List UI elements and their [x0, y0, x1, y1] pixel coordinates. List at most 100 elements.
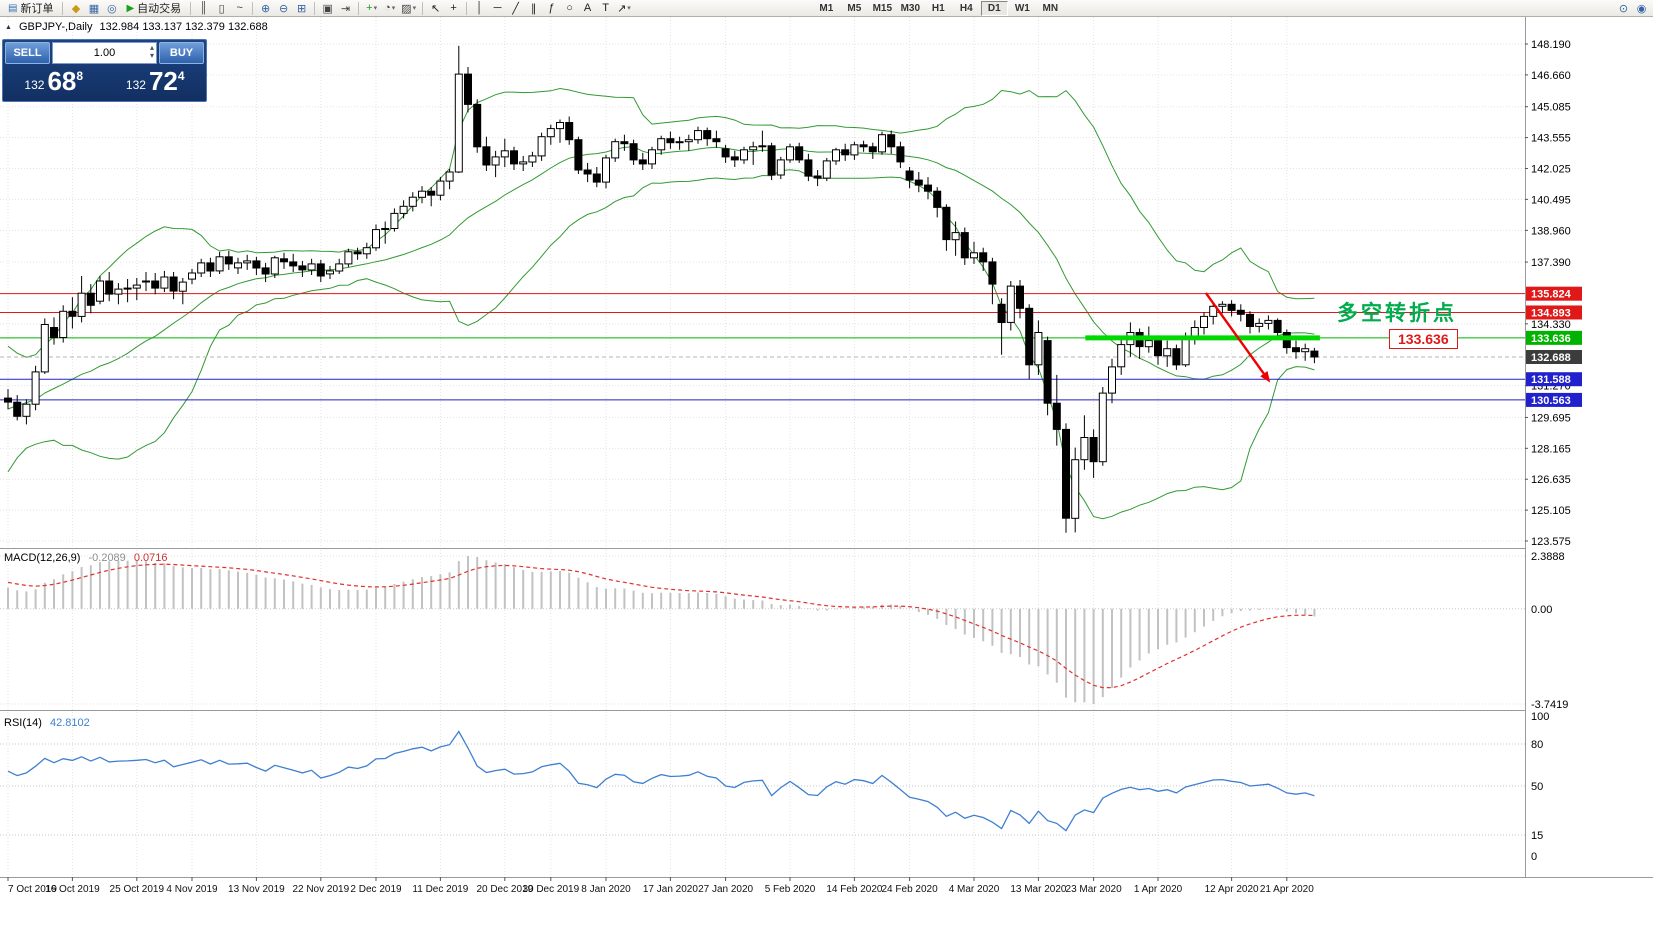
candle-body [316, 263, 325, 277]
candle-body [749, 146, 758, 151]
pivot-price-label[interactable]: 133.636 [1389, 329, 1458, 349]
trendline-icon[interactable]: ╱ [507, 1, 524, 16]
candle-body [1144, 340, 1153, 348]
rsi-value: 42.8102 [49, 717, 90, 729]
sell-arrow[interactable] [1204, 292, 1265, 375]
buy-button[interactable]: BUY [159, 42, 204, 64]
candle-body [638, 159, 647, 165]
price-line-label [1526, 349, 1582, 364]
timeframe-h4[interactable]: H4 [953, 1, 980, 16]
timeframe-m5[interactable]: M5 [841, 1, 868, 16]
candle-body [4, 397, 12, 403]
candlestick-chart-icon: ▯ [218, 2, 225, 15]
price-line-label [1526, 330, 1582, 345]
price-axis[interactable] [1525, 17, 1653, 877]
buy-price-display[interactable]: 132 72 4 [105, 65, 207, 99]
bar-chart-icon[interactable]: ║ [195, 1, 212, 16]
periods-icon[interactable]: ◔ ▾ [381, 1, 398, 16]
sell-price-pips: 68 [47, 66, 77, 96]
candle-body [482, 146, 491, 166]
channel-icon[interactable]: ∥ [525, 1, 542, 16]
svg-text:-3.7419: -3.7419 [1531, 699, 1568, 711]
crosshair-icon[interactable]: + [445, 1, 462, 16]
date-label: 17 Jan 2020 [643, 884, 698, 895]
market-watch-icon[interactable]: ◆ [67, 1, 84, 16]
timeframe-m15[interactable]: M15 [869, 1, 896, 16]
timeframe-mn[interactable]: MN [1037, 1, 1064, 16]
dropdown-arrow-icon: ▾ [373, 5, 378, 12]
dropdown-arrow-icon: ▾ [627, 5, 631, 12]
community-icon[interactable]: ◉ [1633, 1, 1650, 16]
market-watch-icon: ◆ [71, 2, 81, 15]
svg-text:126.635: 126.635 [1531, 474, 1571, 486]
templates-icon[interactable]: ▨ ▾ [399, 1, 418, 16]
candle-body [188, 272, 196, 280]
date-label: 25 Oct 2019 [110, 884, 165, 895]
fib-retracement-icon: ƒ [548, 2, 555, 14]
date-label: 20 Dec 2019 [476, 884, 533, 895]
timeframe-m1[interactable]: M1 [813, 1, 840, 16]
timeframe-w1[interactable]: W1 [1009, 1, 1036, 16]
sell-button[interactable]: SELL [5, 42, 50, 64]
timeframe-h1[interactable]: H1 [925, 1, 952, 16]
add-indicator-icon[interactable]: + ▾ [363, 1, 380, 16]
shapes-icon[interactable]: ○ [561, 1, 578, 16]
line-chart-icon[interactable]: ~ [231, 1, 248, 16]
text-label-icon[interactable]: T [597, 1, 614, 16]
volume-field[interactable]: 1.00 ▴ ▾ [52, 42, 157, 64]
search-icon[interactable]: ⊙ [1615, 1, 1632, 16]
pivot-annotation-text[interactable]: 多空转折点 [1337, 302, 1457, 325]
collapse-triangle-icon[interactable]: ▲ [5, 23, 12, 31]
svg-text:123.575: 123.575 [1531, 536, 1571, 548]
vertical-line-icon[interactable]: │ [471, 1, 488, 16]
rsi-label: RSI(14) 42.8102 [4, 717, 90, 729]
timeframe-m30[interactable]: M30 [897, 1, 924, 16]
volume-spinner[interactable]: ▴ ▾ [150, 44, 154, 60]
date-label: 21 Apr 2020 [1260, 884, 1314, 895]
date-label: 12 Apr 2020 [1205, 884, 1259, 895]
date-label: 4 Mar 2020 [949, 884, 1000, 895]
candle-body [427, 190, 436, 196]
candle-body [1246, 313, 1254, 327]
volume-value[interactable]: 1.00 [93, 47, 116, 59]
candle-body [841, 149, 850, 156]
candle-body [40, 324, 49, 373]
svg-text:131.588: 131.588 [1531, 374, 1571, 386]
candle-body [1292, 347, 1300, 353]
chart-background[interactable] [0, 17, 1653, 941]
one-click-trading-panel: SELL 1.00 ▴ ▾ BUY 132 68 8 132 72 4 [2, 39, 207, 102]
arrows-tool-icon[interactable]: ↗ ▾ [615, 1, 633, 16]
candle-body [224, 256, 233, 265]
volume-down-icon[interactable]: ▾ [149, 51, 154, 60]
horizontal-line-icon[interactable]: ─ [489, 1, 506, 16]
volume-up-icon[interactable]: ▴ [149, 43, 154, 52]
candle-body [206, 262, 215, 272]
profiles-icon[interactable]: ◎ [103, 1, 120, 16]
sell-price-display[interactable]: 132 68 8 [3, 65, 105, 99]
cursor-icon[interactable]: ↖ [427, 1, 444, 16]
candle-body [436, 180, 445, 196]
timeframe-d1[interactable]: D1 [980, 0, 1008, 16]
candle-body [1025, 307, 1034, 366]
new-chart-icon[interactable]: ▦ [85, 1, 102, 16]
zoom-out-icon[interactable]: ⊖ [275, 1, 292, 16]
text-icon[interactable]: A [579, 1, 596, 16]
candle-body [528, 155, 537, 163]
svg-text:142.025: 142.025 [1531, 163, 1571, 175]
candle-body [1218, 303, 1227, 307]
auto-arrange-icon[interactable]: ▣ [319, 1, 336, 16]
tile-windows-icon[interactable]: ⊞ [293, 1, 310, 16]
fib-retracement-icon[interactable]: ƒ [543, 1, 560, 16]
svg-text:130.563: 130.563 [1531, 395, 1571, 407]
autotrading-button[interactable]: ▶ 自动交易 [121, 1, 186, 16]
candle-body [822, 160, 831, 179]
chart-shift-icon[interactable]: ⇥ [337, 1, 354, 16]
candle-body [758, 145, 767, 148]
candlestick-chart-icon[interactable]: ▯ [213, 1, 230, 16]
new-order-button[interactable]: ▤ 新订单 [3, 1, 58, 16]
candle-body [372, 229, 380, 249]
zoom-in-icon[interactable]: ⊕ [257, 1, 274, 16]
date-label: 16 Oct 2019 [45, 884, 100, 895]
